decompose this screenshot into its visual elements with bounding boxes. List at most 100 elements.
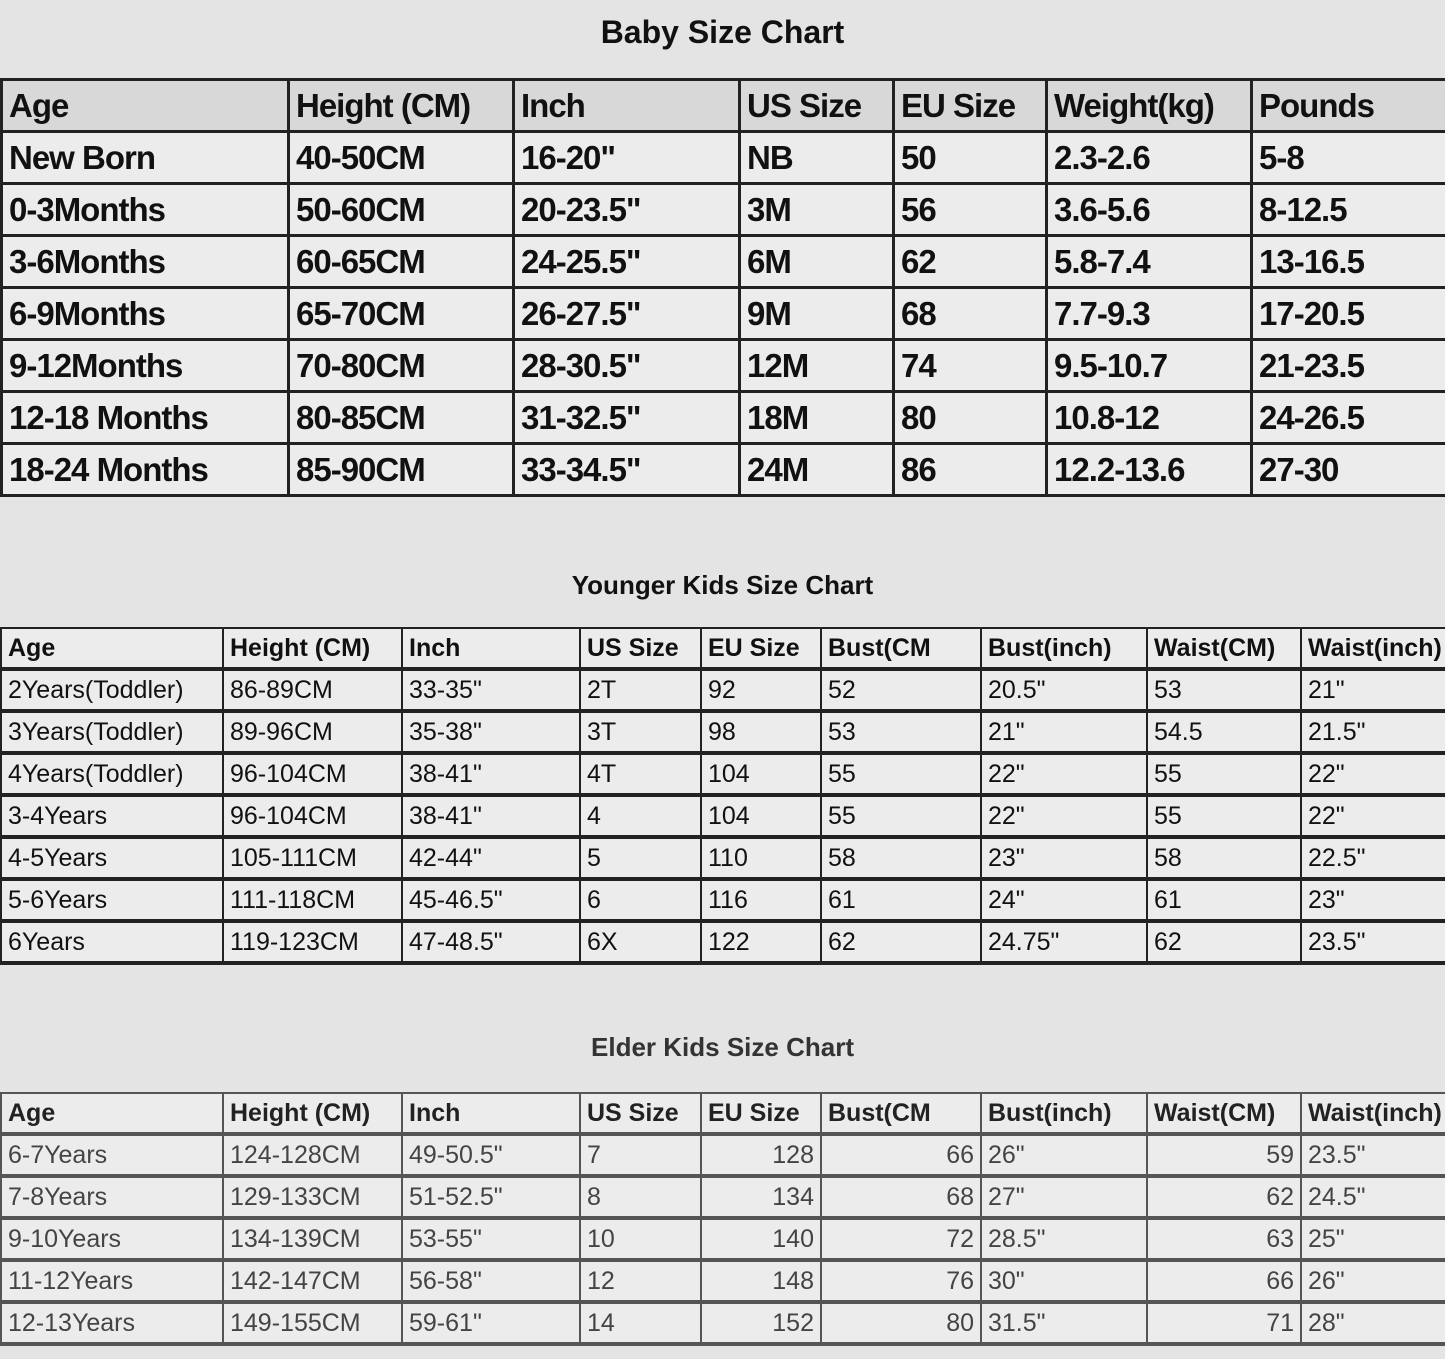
table-cell: 4Years(Toddler) <box>0 752 224 797</box>
table-cell: 70-80CM <box>287 338 515 393</box>
table-row: 9-10Years 134-139CM 53-55" 10 140 72 28.5" 63 25… <box>0 1217 1445 1262</box>
table-row: 12-18 Months 80-85CM 31-32.5" 18M 80 10.8-12 2… <box>0 390 1445 445</box>
table-row: 9-12Months 70-80CM 28-30.5" 12M 74 9.5-10.7 21… <box>0 338 1445 393</box>
table-cell: 45-46.5" <box>401 878 581 923</box>
table-cell: 63 <box>1146 1217 1302 1262</box>
table-cell: 52 <box>820 668 982 713</box>
table-cell: 80 <box>820 1301 982 1346</box>
table-cell: 9M <box>738 286 895 341</box>
column-header: Bust(inch) <box>980 627 1148 671</box>
table-row: 3-6Months 60-65CM 24-25.5" 6M 62 5.8-7.4 13-16… <box>0 234 1445 289</box>
table-row: 6Years 119-123CM 47-48.5" 6X 122 62 24.75" 62 23… <box>0 920 1445 965</box>
table-cell: 12-18 Months <box>0 390 290 445</box>
younger-kids-size-table: Age Height (CM) Inch US Size EU Size Bust(CM B… <box>0 627 1445 965</box>
table-cell: 86 <box>892 442 1048 497</box>
table-cell: 21" <box>980 710 1148 755</box>
table-cell: 6-7Years <box>0 1133 224 1178</box>
table-cell: 74 <box>892 338 1048 393</box>
table-cell: 27-30 <box>1250 442 1445 497</box>
column-header: Pounds <box>1250 78 1445 133</box>
column-header: EU Size <box>700 627 822 671</box>
table-cell: 12.2-13.6 <box>1045 442 1253 497</box>
table-cell: 128 <box>700 1133 822 1178</box>
table-cell: 10 <box>579 1217 702 1262</box>
table-cell: 3.6-5.6 <box>1045 182 1253 237</box>
column-header: Waist(CM) <box>1146 627 1302 671</box>
table-row: 6-9Months 65-70CM 26-27.5" 9M 68 7.7-9.3 17-20… <box>0 286 1445 341</box>
table-cell: 62 <box>892 234 1048 289</box>
table-cell: 5-6Years <box>0 878 224 923</box>
table-cell: 104 <box>700 752 822 797</box>
table-cell: 23" <box>980 836 1148 881</box>
table-header-row: Age Height (CM) Inch US Size EU Size Bust(CM B… <box>0 1092 1445 1136</box>
table-cell: 3T <box>579 710 702 755</box>
column-header: Bust(CM <box>820 627 982 671</box>
table-cell: 38-41" <box>401 752 581 797</box>
table-cell: 62 <box>1146 1175 1302 1220</box>
table-cell: 148 <box>700 1259 822 1304</box>
table-cell: 33-34.5" <box>512 442 741 497</box>
table-row: 4Years(Toddler) 96-104CM 38-41" 4T 104 55 22" 5… <box>0 752 1445 797</box>
table-cell: 27" <box>980 1175 1148 1220</box>
table-cell: 28.5" <box>980 1217 1148 1262</box>
table-cell: 17-20.5 <box>1250 286 1445 341</box>
table-cell: 68 <box>820 1175 982 1220</box>
table-cell: 23" <box>1300 878 1445 923</box>
table-cell: 3M <box>738 182 895 237</box>
table-cell: 58 <box>820 836 982 881</box>
table-row: New Born 40-50CM 16-20" NB 50 2.3-2.6 5-8 <box>0 130 1445 185</box>
column-header: Height (CM) <box>222 627 403 671</box>
table-cell: 26" <box>1300 1259 1445 1304</box>
table-cell: 124-128CM <box>222 1133 403 1178</box>
table-cell: 24" <box>980 878 1148 923</box>
table-cell: 23.5" <box>1300 920 1445 965</box>
table-cell: 53 <box>1146 668 1302 713</box>
table-row: 12-13Years 149-155CM 59-61" 14 152 80 31.5" 71 2… <box>0 1301 1445 1346</box>
table-cell: 20-23.5" <box>512 182 741 237</box>
table-cell: 56-58" <box>401 1259 581 1304</box>
table-cell: 26" <box>980 1133 1148 1178</box>
table-cell: 8-12.5 <box>1250 182 1445 237</box>
table-cell: 61 <box>1146 878 1302 923</box>
table-cell: 6-9Months <box>0 286 290 341</box>
table-cell: 8 <box>579 1175 702 1220</box>
table-cell: 7 <box>579 1133 702 1178</box>
table-cell: 40-50CM <box>287 130 515 185</box>
elder-kids-size-chart-title: Elder Kids Size Chart <box>591 1032 854 1062</box>
younger-kids-size-chart-title: Younger Kids Size Chart <box>571 570 874 600</box>
table-cell: 18-24 Months <box>0 442 290 497</box>
table-cell: 16-20" <box>512 130 741 185</box>
table-cell: 9-10Years <box>0 1217 224 1262</box>
table-cell: 3Years(Toddler) <box>0 710 224 755</box>
baby-size-chart-title: Baby Size Chart <box>600 14 845 50</box>
table-cell: 28" <box>1300 1301 1445 1346</box>
table-cell: 9.5-10.7 <box>1045 338 1253 393</box>
table-cell: 116 <box>700 878 822 923</box>
table-cell: 98 <box>700 710 822 755</box>
table-cell: 14 <box>579 1301 702 1346</box>
table-cell: 21-23.5 <box>1250 338 1445 393</box>
table-cell: 35-38" <box>401 710 581 755</box>
table-cell: 2T <box>579 668 702 713</box>
table-cell: 85-90CM <box>287 442 515 497</box>
column-header: EU Size <box>892 78 1048 133</box>
table-cell: 66 <box>1146 1259 1302 1304</box>
table-row: 4-5Years 105-111CM 42-44" 5 110 58 23" 58 22.5" <box>0 836 1445 881</box>
table-cell: 71 <box>1146 1301 1302 1346</box>
table-cell: 6M <box>738 234 895 289</box>
column-header: Bust(CM <box>820 1092 982 1136</box>
column-header: Age <box>0 1092 224 1136</box>
baby-size-table: Age Height (CM) Inch US Size EU Size Weight(k… <box>0 78 1445 497</box>
column-header: US Size <box>738 78 895 133</box>
table-cell: 6 <box>579 878 702 923</box>
table-cell: 122 <box>700 920 822 965</box>
column-header: Age <box>0 78 290 133</box>
table-cell: 53-55" <box>401 1217 581 1262</box>
table-cell: 80-85CM <box>287 390 515 445</box>
table-row: 5-6Years 111-118CM 45-46.5" 6 116 61 24" 61 23" <box>0 878 1445 923</box>
table-cell: 92 <box>700 668 822 713</box>
table-header-row: Age Height (CM) Inch US Size EU Size Bust(CM B… <box>0 627 1445 671</box>
table-cell: 68 <box>892 286 1048 341</box>
table-cell: 104 <box>700 794 822 839</box>
table-cell: 110 <box>700 836 822 881</box>
